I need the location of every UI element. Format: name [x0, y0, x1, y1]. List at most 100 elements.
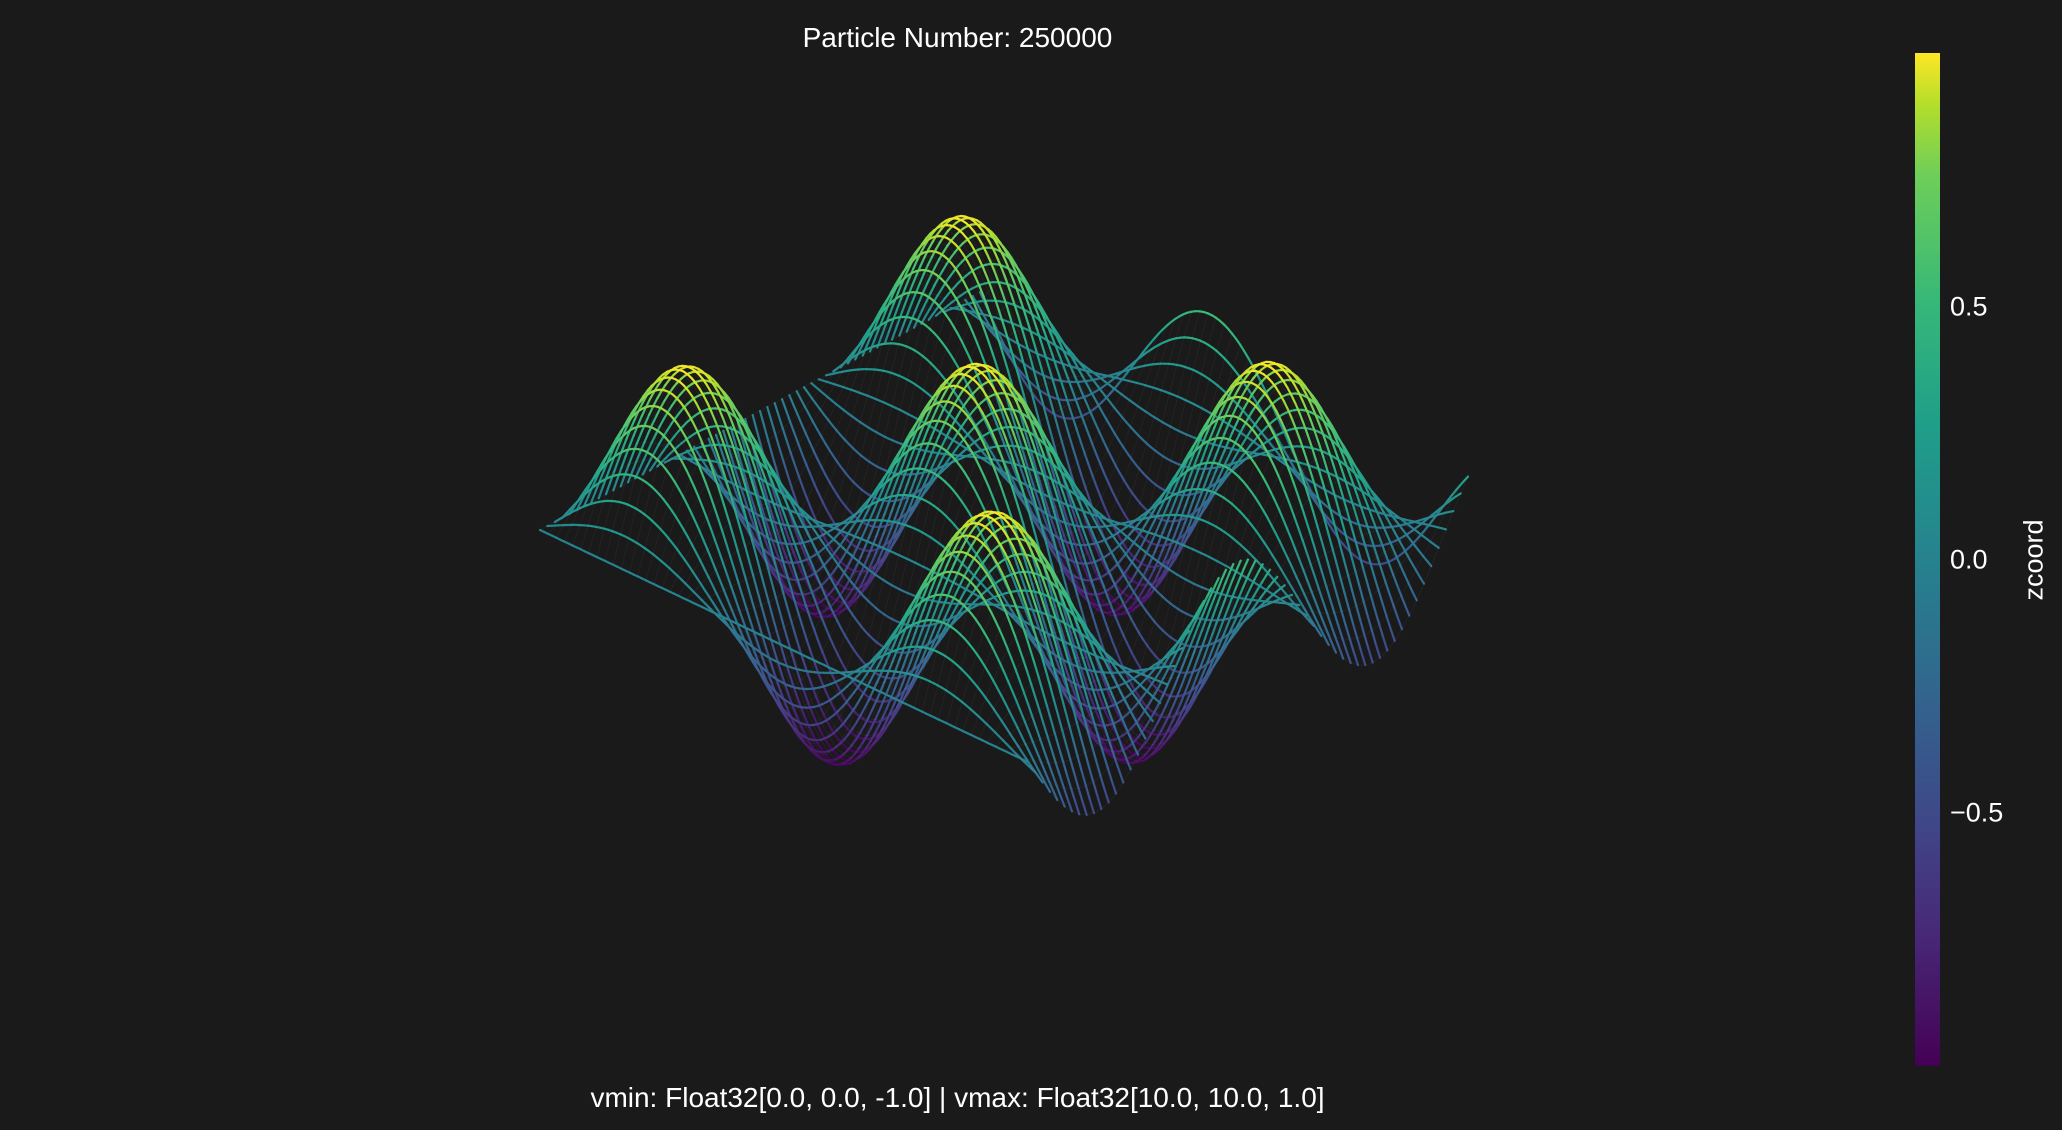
surface-segment: [1276, 437, 1283, 448]
surface-segment: [896, 282, 903, 295]
surface-segment: [1058, 505, 1066, 521]
surface-segment: [936, 384, 943, 393]
surface-segment: [1006, 384, 1014, 395]
surface-segment: [1293, 516, 1300, 530]
surface-segment: [1051, 496, 1058, 513]
surface-segment: [1040, 368, 1047, 385]
surface-segment: [804, 432, 811, 444]
surface-segment: [1179, 521, 1186, 535]
surface-segment: [1324, 553, 1331, 570]
surface-segment: [1374, 508, 1382, 521]
surface-segment: [1052, 327, 1060, 336]
surface-segment: [1238, 425, 1245, 436]
surface-segment: [807, 413, 815, 423]
surface-segment: [929, 265, 937, 277]
surface-segment: [997, 448, 1005, 462]
surface-segment: [751, 413, 758, 432]
surface-segment: [927, 240, 934, 251]
surface-segment: [1353, 537, 1361, 555]
surface-segment: [927, 313, 934, 321]
surface-segment: [1177, 496, 1184, 510]
surface-segment: [1254, 399, 1261, 408]
surface-segment: [1126, 561, 1134, 570]
surface-segment: [1336, 456, 1343, 471]
surface-segment: [1033, 404, 1041, 423]
surface-segment: [947, 439, 954, 449]
surface-segment: [1103, 472, 1110, 484]
surface-segment: [1075, 428, 1082, 443]
surface-segment: [1163, 713, 1171, 725]
surface-segment: [1189, 524, 1196, 535]
surface-segment: [1003, 258, 1011, 271]
surface-segment: [1000, 267, 1008, 281]
surface-segment: [985, 276, 993, 290]
surface-segment: [1007, 370, 1014, 387]
surface-segment: [1031, 456, 1038, 473]
surface-segment: [1346, 451, 1353, 461]
surface-segment: [1212, 656, 1220, 667]
surface-segment: [1197, 682, 1204, 694]
surface-segment: [1228, 632, 1235, 642]
surface-segment: [1333, 467, 1340, 483]
surface-segment: [1010, 476, 1017, 488]
surface-segment: [972, 230, 980, 239]
surface-segment: [952, 414, 959, 424]
surface-segment: [982, 438, 990, 448]
surface-segment: [1062, 661, 1070, 677]
surface-segment: [1213, 645, 1220, 658]
surface-segment: [975, 302, 982, 312]
surface-segment: [959, 420, 967, 429]
surface-segment: [768, 506, 775, 522]
surface-segment: [1125, 451, 1133, 460]
surface-segment: [970, 417, 977, 427]
surface-segment: [799, 397, 806, 408]
surface-segment: [950, 374, 958, 383]
surface-segment: [860, 527, 867, 540]
surface-segment: [1288, 459, 1296, 469]
surface-segment: [898, 475, 906, 490]
surface-segment: [1283, 433, 1291, 445]
surface-segment: [1034, 308, 1042, 322]
surface-segment: [1398, 540, 1405, 550]
surface-segment: [1032, 484, 1039, 499]
surface-segment: [1152, 721, 1159, 732]
surface-segment: [1198, 656, 1206, 670]
surface-segment: [1013, 462, 1020, 478]
surface-segment: [900, 445, 907, 457]
surface-segment: [975, 493, 983, 504]
surface-segment: [944, 313, 951, 322]
surface-segment: [1377, 588, 1384, 605]
surface-segment: [1055, 520, 1063, 538]
surface-segment: [1202, 644, 1210, 659]
surface-segment: [998, 343, 1006, 360]
surface-segment: [1186, 527, 1193, 539]
surface-segment: [910, 504, 918, 514]
surface-segment: [1054, 344, 1061, 358]
surface-segment: [1029, 356, 1036, 374]
surface-segment: [1322, 485, 1330, 502]
surface-segment: [1116, 532, 1123, 542]
surface-segment: [1058, 480, 1065, 495]
surface-segment: [1407, 582, 1414, 594]
surface-segment: [1403, 573, 1410, 585]
surface-segment: [1099, 497, 1107, 510]
surface-segment: [1102, 742, 1110, 751]
surface-segment: [1329, 598, 1336, 615]
surface-segment: [1088, 731, 1095, 740]
surface-segment: [1315, 400, 1322, 409]
surface-segment: [920, 243, 927, 253]
surface-segment: [1072, 448, 1079, 464]
surface-segment: [810, 508, 817, 520]
surface-segment: [1239, 618, 1246, 627]
surface-segment: [884, 549, 891, 560]
surface-segment: [1172, 676, 1180, 689]
surface-segment: [942, 459, 950, 468]
surface-segment: [1341, 637, 1348, 653]
surface-segment: [1369, 489, 1377, 499]
surface-segment: [1356, 494, 1363, 509]
surface-segment: [1220, 477, 1227, 485]
surface-segment: [1062, 492, 1069, 507]
surface-segment: [898, 271, 905, 280]
surface-segment: [1306, 579, 1313, 593]
surface-segment: [1302, 569, 1309, 583]
